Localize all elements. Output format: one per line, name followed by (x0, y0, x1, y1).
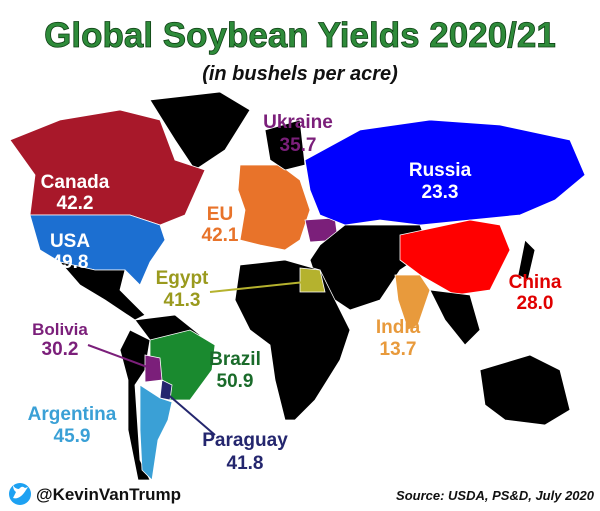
region-name: Russia (409, 160, 472, 181)
pointers (87, 281, 306, 436)
region-name: EU (207, 204, 233, 225)
region-value: 35.7 (280, 135, 317, 156)
region-value: 42.1 (202, 225, 239, 246)
region-name: Canada (41, 172, 110, 193)
southeast-asia (429, 289, 481, 346)
greenland (149, 91, 251, 171)
region-value: 23.3 (422, 182, 459, 203)
twitter-bird (13, 485, 28, 499)
region-value: 13.7 (380, 339, 417, 360)
eu (237, 164, 311, 251)
subtitle: (in bushels per acre) (202, 63, 398, 85)
india (394, 274, 431, 331)
scandinavia (264, 119, 306, 171)
region-name: Egypt (156, 268, 209, 289)
egypt (299, 267, 326, 293)
canada (9, 109, 206, 226)
mexico (58, 261, 146, 321)
labels: Canada 42.2 USA 49.8 EU 42.1 Ukraine 35.… (28, 112, 562, 474)
bolivia (144, 354, 163, 383)
usa (29, 214, 166, 286)
region-value: 41.8 (227, 453, 264, 474)
region-name: Paraguay (202, 430, 288, 451)
region-value: 49.8 (52, 252, 89, 273)
china (399, 219, 511, 296)
region-name: Argentina (28, 404, 117, 425)
source: Source: USDA, PS&D, July 2020 (396, 488, 595, 503)
region-name: Ukraine (263, 112, 333, 133)
region-name: USA (50, 231, 90, 252)
africa (234, 259, 351, 421)
japan (517, 239, 536, 281)
region-value: 45.9 (54, 426, 91, 447)
region-value: 30.2 (42, 339, 79, 360)
region-name: Bolivia (32, 320, 88, 339)
region-name: India (376, 317, 421, 338)
region-value: 50.9 (217, 371, 254, 392)
region-name: China (509, 272, 562, 293)
australia (479, 354, 571, 426)
region-name: Brazil (209, 349, 261, 370)
argentina (139, 384, 173, 481)
twitter-handle: @KevinVanTrump (36, 485, 181, 504)
title: Global Soybean Yields 2020/21 (44, 16, 556, 55)
world-map (9, 91, 586, 481)
region-value: 42.2 (57, 193, 94, 214)
russia (304, 119, 586, 226)
region-value: 28.0 (517, 293, 554, 314)
region-value: 41.3 (164, 290, 201, 311)
